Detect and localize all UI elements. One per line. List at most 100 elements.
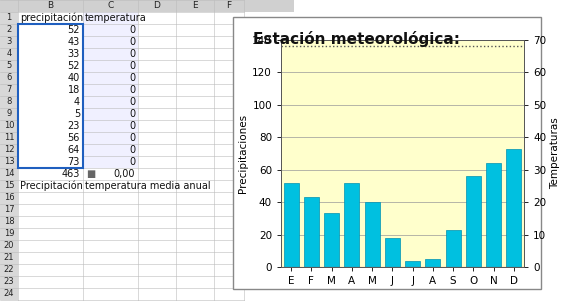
Text: 5: 5 bbox=[74, 109, 80, 119]
Bar bbox=[405, 260, 420, 267]
Text: precipitación: precipitación bbox=[20, 13, 83, 23]
Text: 0: 0 bbox=[129, 133, 135, 143]
Text: 0,00: 0,00 bbox=[114, 169, 135, 179]
Bar bbox=[304, 197, 319, 267]
Text: 3: 3 bbox=[6, 38, 12, 46]
Text: 40: 40 bbox=[68, 73, 80, 83]
Text: D: D bbox=[153, 2, 160, 11]
Text: 0: 0 bbox=[129, 85, 135, 95]
Bar bbox=[385, 238, 400, 267]
Bar bbox=[0, 204, 18, 216]
Bar bbox=[0, 180, 18, 192]
Text: ■: ■ bbox=[86, 169, 95, 179]
Text: B: B bbox=[47, 2, 54, 11]
Text: 2: 2 bbox=[6, 26, 12, 35]
Bar bbox=[0, 156, 18, 168]
Text: 0: 0 bbox=[129, 61, 135, 71]
Text: 19: 19 bbox=[3, 229, 14, 238]
Bar bbox=[83, 12, 138, 168]
Text: 5: 5 bbox=[6, 61, 12, 70]
Text: 14: 14 bbox=[3, 169, 14, 178]
Bar bbox=[466, 176, 481, 267]
Bar bbox=[365, 202, 380, 267]
Text: 16: 16 bbox=[3, 194, 14, 203]
Text: 7: 7 bbox=[6, 85, 12, 95]
Text: 15: 15 bbox=[3, 182, 14, 191]
Text: 1: 1 bbox=[6, 14, 12, 23]
Bar bbox=[0, 240, 18, 252]
Text: 21: 21 bbox=[3, 253, 14, 262]
Bar bbox=[0, 108, 18, 120]
Text: C: C bbox=[107, 2, 114, 11]
Text: 18: 18 bbox=[3, 218, 14, 226]
Text: 13: 13 bbox=[3, 157, 14, 166]
Y-axis label: Temperaturas: Temperaturas bbox=[550, 118, 560, 189]
Bar bbox=[445, 230, 460, 267]
Bar bbox=[0, 12, 18, 24]
Bar bbox=[0, 276, 18, 288]
Text: 0: 0 bbox=[129, 157, 135, 167]
Bar bbox=[0, 264, 18, 276]
Text: 24: 24 bbox=[3, 290, 14, 299]
Text: 0: 0 bbox=[129, 49, 135, 59]
Text: F: F bbox=[226, 2, 231, 11]
Text: 0: 0 bbox=[129, 25, 135, 35]
Bar bbox=[0, 228, 18, 240]
Text: 11: 11 bbox=[3, 134, 14, 142]
Bar bbox=[0, 72, 18, 84]
Text: 463: 463 bbox=[62, 169, 80, 179]
Bar bbox=[486, 163, 501, 267]
Text: E: E bbox=[192, 2, 198, 11]
Text: 22: 22 bbox=[3, 265, 14, 275]
Bar bbox=[324, 213, 339, 267]
Text: 18: 18 bbox=[68, 85, 80, 95]
Bar bbox=[233, 17, 541, 289]
Bar bbox=[283, 183, 299, 267]
Text: 73: 73 bbox=[68, 157, 80, 167]
Bar bbox=[18, 24, 83, 168]
Text: 8: 8 bbox=[6, 98, 12, 107]
Text: 4: 4 bbox=[6, 49, 12, 58]
Text: 0: 0 bbox=[129, 97, 135, 107]
Text: 23: 23 bbox=[3, 278, 14, 287]
Bar bbox=[0, 168, 18, 180]
Bar bbox=[0, 60, 18, 72]
Bar bbox=[0, 252, 18, 264]
Text: 0: 0 bbox=[129, 145, 135, 155]
Text: Estación meteorológica:: Estación meteorológica: bbox=[253, 31, 460, 47]
Bar bbox=[0, 216, 18, 228]
Bar bbox=[506, 149, 522, 267]
Bar bbox=[0, 288, 18, 300]
Bar bbox=[0, 132, 18, 144]
Text: 9: 9 bbox=[6, 110, 12, 119]
Text: 0: 0 bbox=[129, 109, 135, 119]
Bar bbox=[0, 120, 18, 132]
Text: temperatura: temperatura bbox=[85, 13, 147, 23]
Text: 33: 33 bbox=[68, 49, 80, 59]
Bar bbox=[0, 0, 294, 12]
Text: 12: 12 bbox=[3, 145, 14, 154]
Text: 17: 17 bbox=[3, 206, 14, 215]
Text: 43: 43 bbox=[68, 37, 80, 47]
Text: 20: 20 bbox=[3, 241, 14, 250]
Text: 6: 6 bbox=[6, 73, 12, 82]
Bar bbox=[0, 48, 18, 60]
Text: 56: 56 bbox=[68, 133, 80, 143]
Text: 0: 0 bbox=[129, 37, 135, 47]
Bar bbox=[0, 24, 18, 36]
Text: 52: 52 bbox=[68, 25, 80, 35]
Text: 0: 0 bbox=[129, 121, 135, 131]
Bar bbox=[425, 259, 440, 267]
Text: 52: 52 bbox=[68, 61, 80, 71]
Bar bbox=[0, 96, 18, 108]
Bar bbox=[0, 192, 18, 204]
Bar bbox=[0, 144, 18, 156]
Y-axis label: Precipitaciones: Precipitaciones bbox=[238, 114, 248, 193]
Text: 64: 64 bbox=[68, 145, 80, 155]
Text: 23: 23 bbox=[68, 121, 80, 131]
Bar bbox=[344, 183, 359, 267]
Bar bbox=[0, 84, 18, 96]
Text: 10: 10 bbox=[3, 122, 14, 131]
Bar bbox=[0, 36, 18, 48]
Text: 0: 0 bbox=[129, 73, 135, 83]
